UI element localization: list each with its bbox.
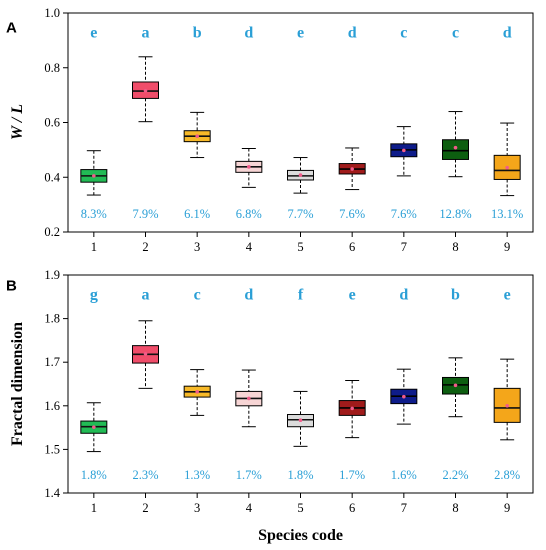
x-tick-label: 2 (142, 240, 148, 254)
x-tick-label: 9 (504, 240, 510, 254)
x-tick-label: 1 (91, 240, 97, 254)
mean-marker (453, 145, 458, 150)
cv-label: 7.6% (391, 207, 417, 221)
x-tick-label: 7 (401, 501, 407, 515)
y-tick-label: 1.4 (44, 486, 60, 500)
box-8 (442, 139, 469, 160)
x-tick-label: 4 (246, 501, 253, 515)
y-axis-title-A: W / L (9, 104, 26, 140)
significance-letter: d (348, 25, 357, 42)
y-tick-label: 1.6 (44, 399, 60, 413)
mean-marker (505, 165, 509, 170)
cv-label: 7.7% (287, 207, 313, 221)
significance-letter: f (298, 287, 304, 304)
y-tick-label: 0.6 (44, 116, 60, 130)
significance-letter: d (399, 287, 408, 304)
mean-marker (92, 174, 96, 178)
significance-letter: e (349, 287, 356, 304)
plot-frame-A (67, 12, 534, 233)
cv-label: 1.3% (184, 468, 210, 482)
significance-letter: a (142, 25, 150, 42)
cv-label: 1.8% (81, 468, 107, 482)
x-tick-label: 5 (297, 240, 303, 254)
x-tick-label: 7 (401, 240, 407, 254)
mean-marker (402, 394, 406, 399)
cv-label: 7.6% (339, 207, 365, 221)
significance-letter: e (90, 25, 97, 42)
x-tick-label: 5 (297, 501, 303, 515)
x-tick-label: 3 (194, 240, 200, 254)
y-tick-label: 0.4 (44, 170, 60, 184)
x-axis-title: Species code (258, 527, 343, 544)
significance-letter: d (503, 25, 512, 42)
y-tick-label: 1.0 (44, 6, 60, 20)
mean-marker (350, 406, 354, 411)
mean-marker (143, 352, 148, 356)
y-tick-label: 1.5 (44, 442, 60, 456)
y-tick-label: 0.2 (44, 225, 60, 239)
x-tick-label: 8 (452, 501, 458, 515)
x-tick-label: 3 (194, 501, 200, 515)
significance-letter: e (297, 25, 304, 42)
significance-letter: b (451, 287, 460, 304)
cv-label: 2.3% (132, 468, 158, 482)
cv-label: 1.6% (391, 468, 417, 482)
y-tick-label: 1.8 (44, 312, 60, 326)
panel-label-B: B (6, 277, 17, 294)
mean-marker (453, 383, 458, 388)
mean-marker (298, 418, 303, 422)
significance-letter: c (452, 25, 459, 42)
cv-label: 1.7% (339, 468, 365, 482)
cv-label: 2.8% (494, 468, 520, 482)
y-tick-label: 0.8 (44, 61, 60, 75)
mean-marker (298, 173, 303, 177)
mean-marker (247, 396, 251, 401)
cv-label: 1.7% (236, 468, 262, 482)
significance-letter: b (193, 25, 202, 42)
cv-label: 1.8% (287, 468, 313, 482)
x-tick-label: 6 (349, 240, 355, 254)
cv-label: 12.8% (439, 207, 471, 221)
x-tick-label: 1 (91, 501, 97, 515)
mean-marker (505, 404, 509, 408)
cv-label: 8.3% (81, 207, 107, 221)
mean-marker (143, 88, 148, 93)
cv-label: 6.8% (236, 207, 262, 221)
significance-letter: g (90, 287, 98, 304)
x-tick-label: 8 (452, 240, 458, 254)
mean-marker (92, 425, 96, 429)
cv-label: 13.1% (491, 207, 523, 221)
x-tick-label: 4 (246, 240, 253, 254)
significance-letter: d (244, 25, 253, 42)
y-tick-label: 1.7 (44, 355, 60, 369)
y-tick-label: 1.9 (44, 268, 60, 282)
mean-marker (350, 167, 354, 171)
x-tick-label: 2 (142, 501, 148, 515)
cv-label: 6.1% (184, 207, 210, 221)
x-tick-label: 9 (504, 501, 510, 515)
significance-letter: e (504, 287, 511, 304)
mean-marker (195, 390, 199, 394)
significance-letter: c (194, 287, 201, 304)
significance-letter: a (142, 287, 150, 304)
y-axis-title-B: Fractal dimension (9, 322, 26, 446)
significance-letter: c (400, 25, 407, 42)
cv-label: 7.9% (132, 207, 158, 221)
mean-marker (402, 148, 406, 153)
significance-letter: d (244, 287, 253, 304)
cv-label: 2.2% (442, 468, 468, 482)
panel-label-A: A (6, 19, 17, 36)
mean-marker (195, 134, 199, 138)
mean-marker (247, 165, 251, 169)
x-tick-label: 6 (349, 501, 355, 515)
